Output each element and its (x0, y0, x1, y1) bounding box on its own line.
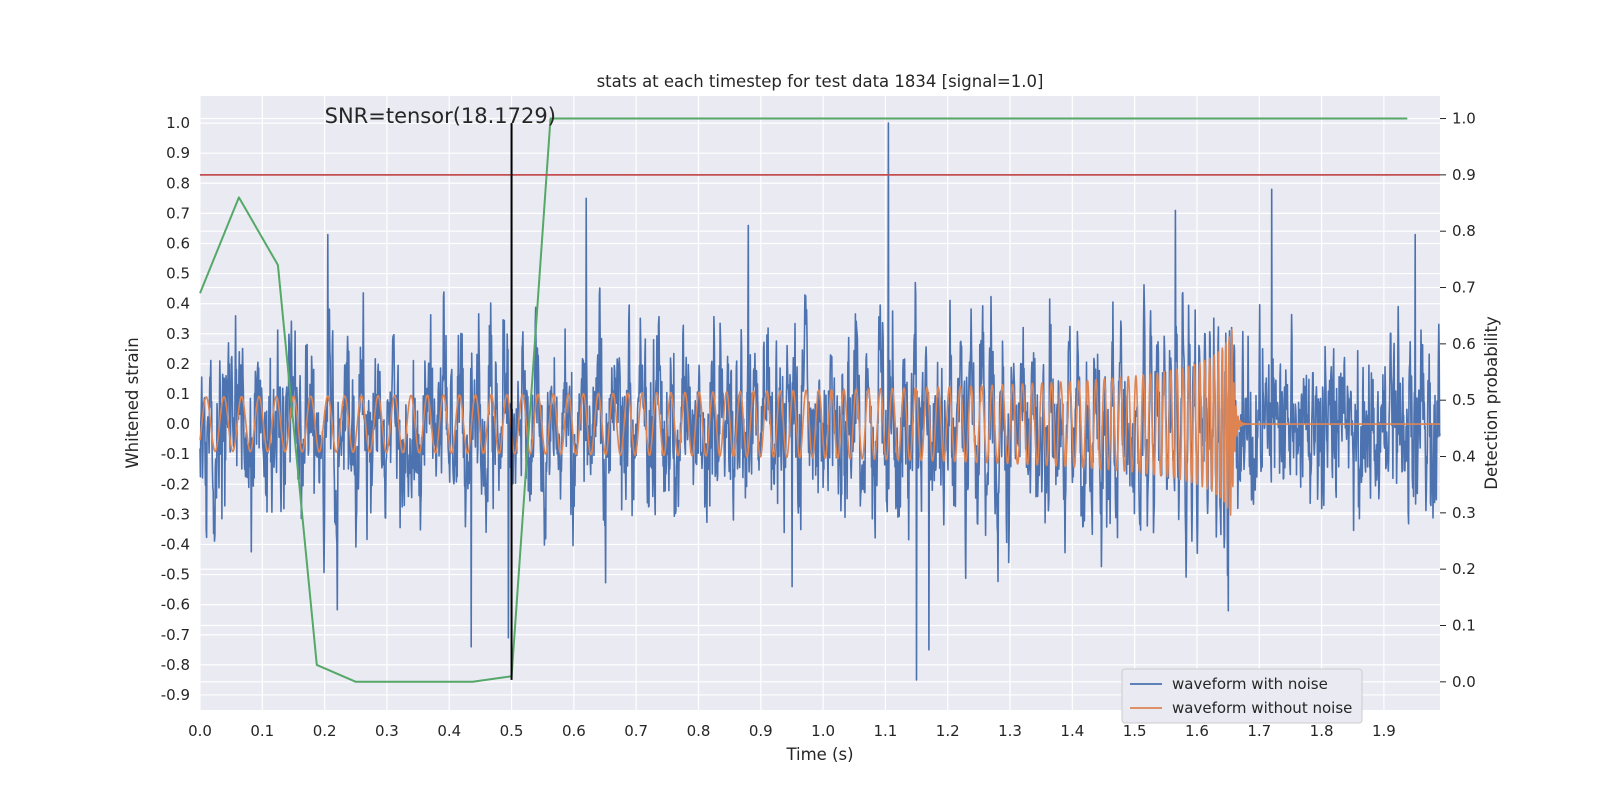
y-left-tick-label: 0.9 (166, 144, 190, 162)
y-axis-label-left: Whitened strain (123, 337, 142, 468)
y-right-tick-label: 0.0 (1452, 673, 1476, 691)
x-tick-labels: 0.0 0.1 0.2 0.3 0.4 0.5 0.6 0.7 0.8 0.9 1.0 1.1 1.2 1… (188, 722, 1396, 740)
series-line-waveform-without-noise (199, 328, 1441, 516)
y-right-tick-label: 0.2 (1452, 560, 1476, 578)
y-right-tick-label: 0.1 (1452, 617, 1476, 635)
y-right-tick-labels: 0.0 0.1 0.2 0.3 0.4 0.5 0.6 0.7 0.8 0.9 1.0 (1440, 110, 1476, 691)
x-tick-label: 1.1 (873, 722, 897, 740)
legend-box (1121, 668, 1363, 724)
x-tick-label: 0.5 (500, 722, 524, 740)
y-left-tick-label: 0.7 (166, 204, 190, 222)
y-left-tick-label: 0.4 (166, 295, 190, 313)
y-right-tick-label: 0.6 (1452, 335, 1476, 353)
x-tick-label: 1.6 (1185, 722, 1209, 740)
y-left-tick-label: 1.0 (166, 114, 190, 132)
x-tick-label: 0.9 (749, 722, 773, 740)
y-right-tick-label: 0.5 (1452, 391, 1476, 409)
x-tick-label: 1.2 (936, 722, 960, 740)
y-left-tick-labels: -0.9 -0.8 -0.7 -0.6 -0.5 -0.4 -0.3 -0.2 -0.1 0.0 0… (161, 114, 190, 704)
y-right-tick-label: 0.9 (1452, 166, 1476, 184)
x-tick-label: 0.4 (437, 722, 461, 740)
y-left-tick-label: 0.3 (166, 325, 190, 343)
x-tick-label: 1.4 (1060, 722, 1084, 740)
x-tick-label: 1.5 (1123, 722, 1147, 740)
x-tick-label: 1.3 (998, 722, 1022, 740)
y-left-tick-label: -0.3 (161, 505, 190, 523)
x-tick-label: 0.7 (624, 722, 648, 740)
y-left-tick-label: -0.7 (161, 626, 190, 644)
chart-title: stats at each timestep for test data 183… (597, 72, 1044, 91)
x-tick-label: 0.0 (188, 722, 212, 740)
y-left-tick-label: 0.0 (166, 415, 190, 433)
y-left-tick-label: -0.8 (161, 656, 190, 674)
legend-label-clean: waveform without noise (1172, 699, 1352, 717)
strain-series-layer (199, 122, 1441, 681)
y-right-tick-label: 1.0 (1452, 110, 1476, 128)
y-left-tick-label: -0.2 (161, 475, 190, 493)
y-left-tick-label: 0.6 (166, 234, 190, 252)
x-tick-label: 0.3 (375, 722, 399, 740)
x-tick-label: 0.6 (562, 722, 586, 740)
x-tick-label: 0.2 (313, 722, 337, 740)
y-left-tick-label: 0.5 (166, 265, 190, 283)
y-left-tick-label: 0.8 (166, 174, 190, 192)
y-right-tick-label: 0.4 (1452, 448, 1476, 466)
snr-annotation: SNR=tensor(18.1729) (325, 104, 556, 128)
y-left-tick-label: -0.5 (161, 566, 190, 584)
probability-series-layer (199, 117, 1440, 683)
y-left-tick-label: -0.4 (161, 535, 190, 553)
x-tick-label: 0.1 (250, 722, 274, 740)
y-left-tick-label: 0.2 (166, 355, 190, 373)
y-left-tick-label: -0.1 (161, 445, 190, 463)
y-right-tick-label: 0.8 (1452, 222, 1476, 240)
x-tick-label: 0.8 (687, 722, 711, 740)
x-tick-label: 1.0 (811, 722, 835, 740)
y-axis-label-right: Detection probability (1482, 316, 1501, 490)
legend: waveform with noise waveform without noi… (1121, 668, 1363, 724)
y-left-tick-label: -0.6 (161, 596, 190, 614)
x-tick-label: 1.9 (1372, 722, 1396, 740)
series-line-detection-probability (199, 117, 1408, 683)
legend-label-noisy: waveform with noise (1172, 675, 1328, 693)
y-left-tick-label: -0.9 (161, 686, 190, 704)
y-right-tick-label: 0.7 (1452, 279, 1476, 297)
x-tick-label: 1.8 (1310, 722, 1334, 740)
y-right-tick-label: 0.3 (1452, 504, 1476, 522)
x-tick-label: 1.7 (1247, 722, 1271, 740)
x-axis-label: Time (s) (785, 745, 853, 764)
y-left-tick-label: 0.1 (166, 385, 190, 403)
